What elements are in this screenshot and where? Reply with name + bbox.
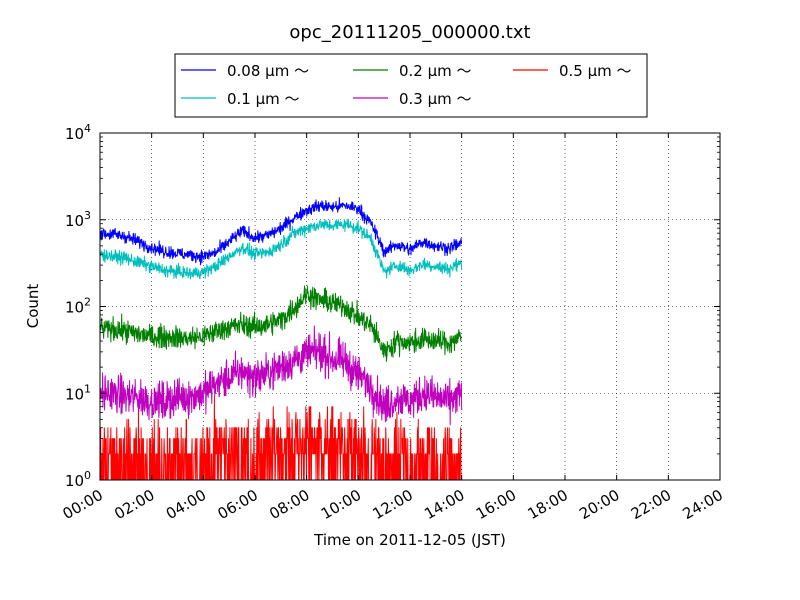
y-tick-exponent: 2 (84, 296, 91, 309)
x-axis-title: Time on 2011-12-05 (JST) (313, 531, 506, 549)
series-line (99, 285, 463, 362)
series-line (99, 325, 463, 426)
y-tick-label: 102 (65, 296, 91, 317)
legend-label: 0.1 μm ～ (227, 90, 300, 108)
y-tick-label: 100 (65, 469, 91, 490)
y-tick-base: 10 (65, 299, 84, 317)
y-tick-base: 10 (65, 125, 84, 143)
series-line (99, 197, 463, 266)
legend-label: 0.3 μm ～ (399, 90, 472, 108)
series-line (99, 218, 463, 280)
legend-label: 0.08 μm ～ (227, 62, 309, 80)
grid (100, 133, 720, 480)
legend-label: 0.2 μm ～ (399, 62, 472, 80)
y-tick-exponent: 4 (84, 122, 91, 135)
legend-box (174, 53, 648, 118)
y-axis-title: Count (24, 284, 42, 329)
y-tick-label: 101 (65, 382, 91, 403)
y-tick-base: 10 (65, 385, 84, 403)
chart-title: opc_20111205_000000.txt (289, 22, 530, 43)
y-tick-exponent: 0 (84, 469, 91, 482)
y-tick-exponent: 3 (84, 209, 91, 222)
y-tick-base: 10 (65, 472, 84, 490)
y-tick-base: 10 (65, 212, 84, 230)
y-tick-label: 103 (65, 209, 91, 230)
legend: 0.08 μm ～ 0.1 μm ～ 0.2 μm ～ 0.3 μm ～ 0.5 μm … (174, 53, 648, 118)
y-tick-label: 104 (65, 122, 91, 143)
y-tick-exponent: 1 (84, 382, 91, 395)
legend-label: 0.5 μm ～ (559, 62, 632, 80)
